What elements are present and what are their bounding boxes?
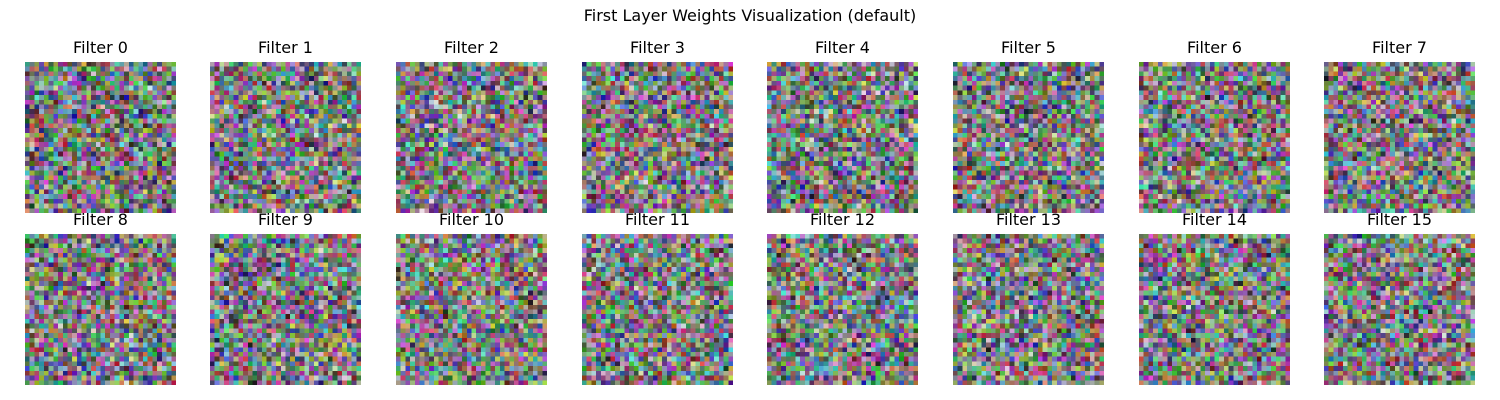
filter-title-10: Filter 10 xyxy=(438,210,505,229)
filter-title-9: Filter 9 xyxy=(258,210,313,229)
filter-image-12 xyxy=(767,234,918,385)
filter-title-6: Filter 6 xyxy=(1187,38,1242,57)
filter-title-8: Filter 8 xyxy=(73,210,128,229)
filter-panel-3 xyxy=(582,62,733,213)
filter-image-8 xyxy=(25,234,176,385)
filter-image-2 xyxy=(396,62,547,213)
filter-image-11 xyxy=(582,234,733,385)
filter-title-14: Filter 14 xyxy=(1181,210,1248,229)
filter-title-1: Filter 1 xyxy=(258,38,313,57)
filter-title-2: Filter 2 xyxy=(444,38,499,57)
filter-title-13: Filter 13 xyxy=(995,210,1062,229)
filter-title-11: Filter 11 xyxy=(624,210,691,229)
filter-panel-14 xyxy=(1139,234,1290,385)
filter-panel-8 xyxy=(25,234,176,385)
filter-panel-11 xyxy=(582,234,733,385)
filter-panel-1 xyxy=(210,62,361,213)
filter-title-12: Filter 12 xyxy=(809,210,876,229)
filter-image-3 xyxy=(582,62,733,213)
filter-image-6 xyxy=(1139,62,1290,213)
filter-panel-9 xyxy=(210,234,361,385)
filter-image-1 xyxy=(210,62,361,213)
filter-title-4: Filter 4 xyxy=(815,38,870,57)
filter-image-5 xyxy=(953,62,1104,213)
figure-title: First Layer Weights Visualization (defau… xyxy=(583,6,917,25)
filter-title-3: Filter 3 xyxy=(630,38,685,57)
filter-title-0: Filter 0 xyxy=(73,38,128,57)
filter-image-0 xyxy=(25,62,176,213)
filter-image-7 xyxy=(1324,62,1475,213)
filter-panel-2 xyxy=(396,62,547,213)
filter-panel-0 xyxy=(25,62,176,213)
filter-panel-7 xyxy=(1324,62,1475,213)
filter-title-5: Filter 5 xyxy=(1001,38,1056,57)
filter-image-9 xyxy=(210,234,361,385)
filter-image-15 xyxy=(1324,234,1475,385)
filter-title-15: Filter 15 xyxy=(1366,210,1433,229)
filter-panel-5 xyxy=(953,62,1104,213)
filter-panel-4 xyxy=(767,62,918,213)
filter-title-7: Filter 7 xyxy=(1372,38,1427,57)
filter-image-14 xyxy=(1139,234,1290,385)
filter-panel-10 xyxy=(396,234,547,385)
filter-panel-6 xyxy=(1139,62,1290,213)
filter-image-10 xyxy=(396,234,547,385)
filter-panel-13 xyxy=(953,234,1104,385)
filter-image-13 xyxy=(953,234,1104,385)
filter-image-4 xyxy=(767,62,918,213)
filter-panel-12 xyxy=(767,234,918,385)
filter-panel-15 xyxy=(1324,234,1475,385)
